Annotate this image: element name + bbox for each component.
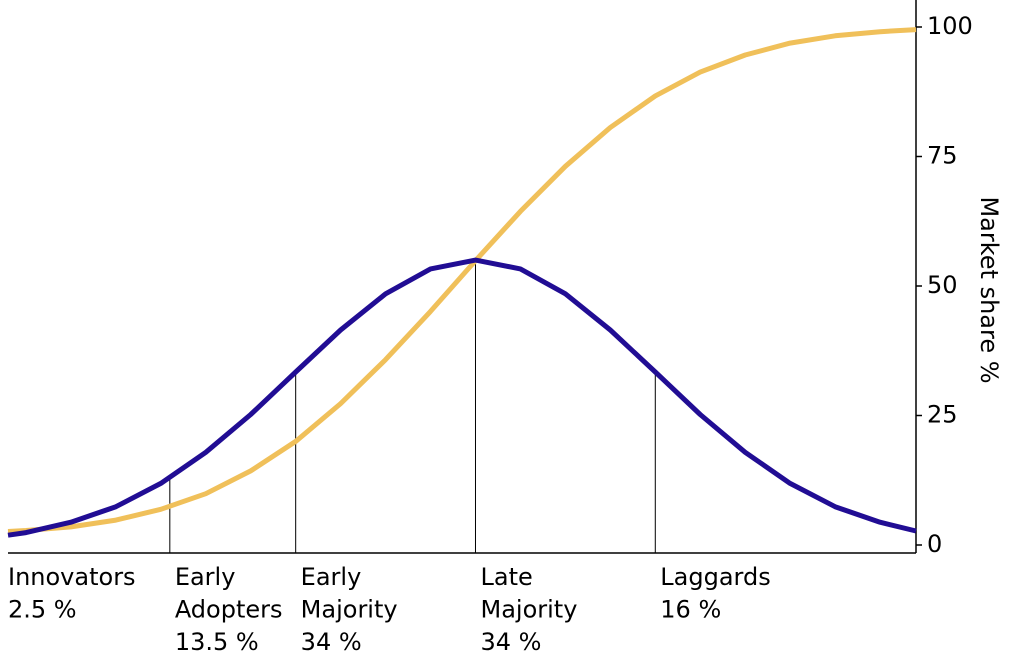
y-axis-label: Market share % <box>975 196 1003 383</box>
segment-name: Early <box>175 563 236 591</box>
series-line <box>7 257 917 538</box>
segment-share: 16 % <box>660 596 721 624</box>
y-tick-label: 0 <box>927 530 942 558</box>
segment-name: Laggards <box>660 563 770 591</box>
segment-share: 2.5 % <box>8 596 77 624</box>
y-tick-label: 75 <box>927 142 958 170</box>
segment-name: Early <box>301 563 362 591</box>
y-tick-label: 25 <box>927 401 958 429</box>
y-tick-label: 50 <box>927 271 958 299</box>
segment-name: Majority <box>301 596 398 624</box>
segment-name: Innovators <box>8 563 136 591</box>
segment-share: 34 % <box>480 628 541 656</box>
segment-name: Adopters <box>175 596 283 624</box>
segment-name: Majority <box>480 596 577 624</box>
segment-name: Late <box>480 563 532 591</box>
segment-share: 13.5 % <box>175 628 259 656</box>
series-line <box>7 27 917 534</box>
segment-share: 34 % <box>301 628 362 656</box>
y-tick-label: 100 <box>927 12 973 40</box>
